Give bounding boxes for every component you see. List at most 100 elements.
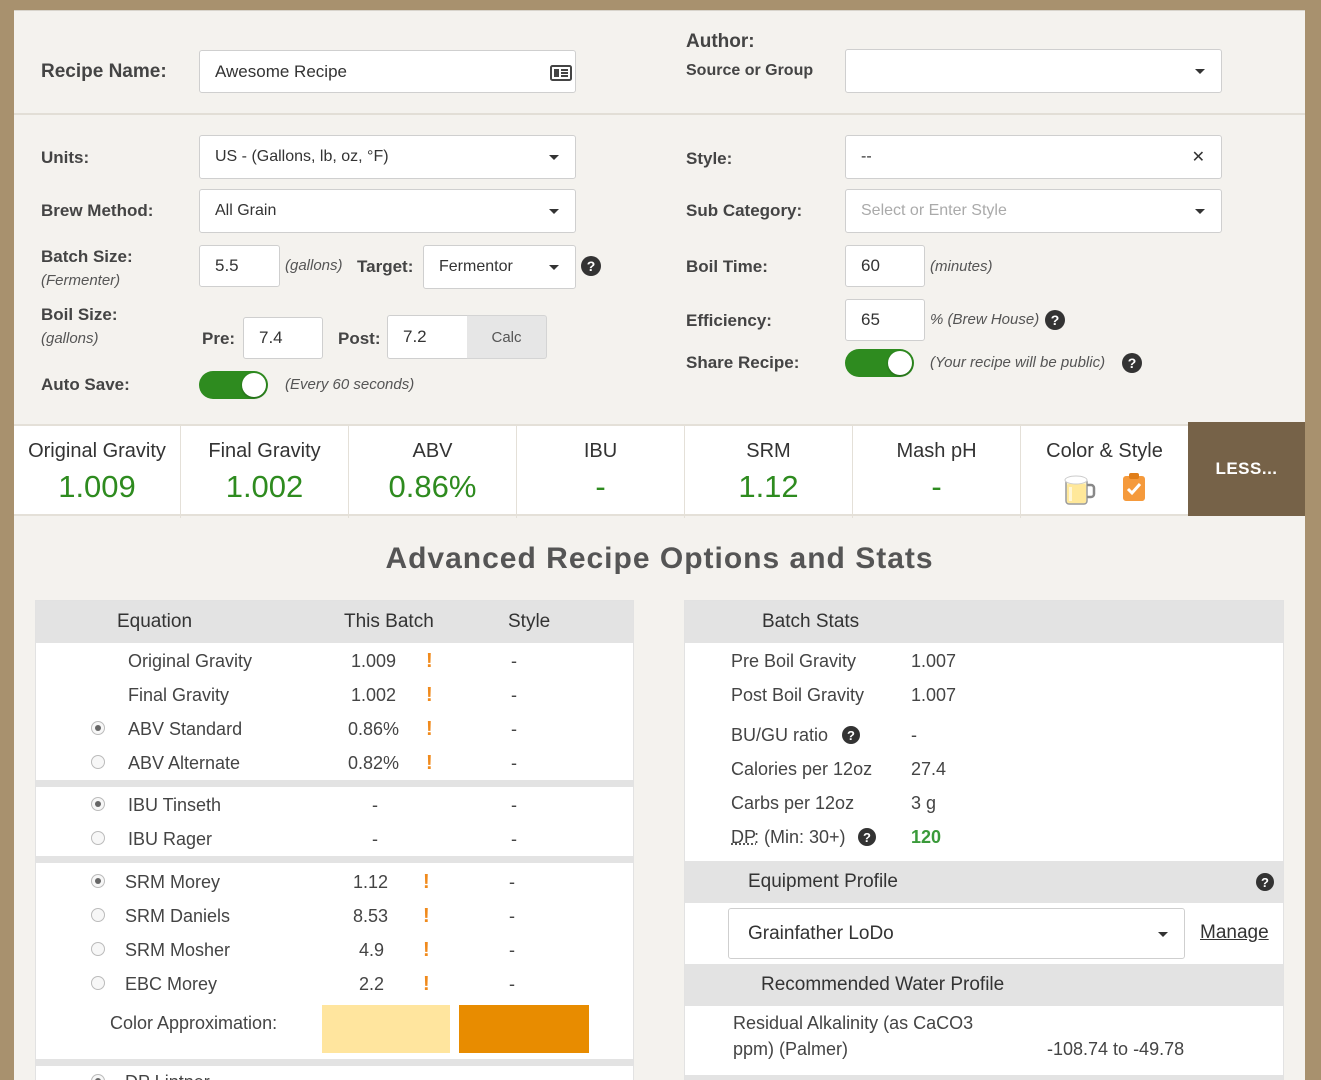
row-batch: 2.2 [359,974,384,995]
batch-size-value: 5.5 [215,256,239,276]
auto-save-toggle[interactable] [199,371,268,399]
row-batch: 1.002 [351,685,396,706]
auto-save-toggle-knob [242,373,266,397]
advanced-section-title: Advanced Recipe Options and Stats [14,542,1305,576]
color-swatch-ebc [459,1005,589,1053]
target-help-icon[interactable]: ? [581,256,601,276]
style-clipboard-icon[interactable] [1122,472,1146,502]
share-recipe-label: Share Recipe: [686,353,799,373]
equation-table-header: Equation This Batch Style [36,601,633,643]
bu-gu-help-icon[interactable]: ? [842,726,860,744]
table-row: Post Boil Gravity 1.007 [685,685,1283,715]
batch-size-unit: (gallons) [285,257,343,274]
row-name: EBC Morey [125,974,217,995]
row-batch: - [372,829,378,850]
batch-stats-header: Batch Stats [685,601,1283,643]
row-name: IBU Rager [128,829,212,850]
stats-bar: Original Gravity 1.009 Final Gravity 1.0… [14,424,1305,516]
row-value: 1.007 [911,651,956,672]
row-value: 27.4 [911,759,946,780]
units-select[interactable]: US - (Gallons, lb, oz, °F) [199,135,576,179]
brew-method-label: Brew Method: [41,201,153,221]
stat-title: Original Gravity [14,440,180,463]
ibu-tinseth-radio[interactable] [91,797,105,811]
boil-time-unit: (minutes) [930,258,993,275]
header-this-batch: This Batch [344,611,434,633]
row-value: 1.007 [911,685,956,706]
batch-size-input[interactable]: 5.5 [199,245,280,287]
stat-title: Color & Style [1021,440,1188,463]
beer-mug-icon [1063,474,1097,506]
efficiency-value: 65 [861,310,880,330]
target-select[interactable]: Fermentor [423,245,576,289]
water-profile-header: Recommended Water Profile [685,964,1283,1006]
manage-link[interactable]: Manage [1200,922,1269,944]
table-row: SRM Morey 1.12 ! - [36,872,633,902]
warning-icon: ! [426,684,433,707]
abv-alternate-radio[interactable] [91,755,105,769]
recipe-name-input[interactable]: Awesome Recipe [199,50,576,93]
equipment-profile-select[interactable]: Grainfather LoDo [728,908,1185,959]
abv-standard-radio[interactable] [91,721,105,735]
row-name: SRM Daniels [125,906,230,927]
efficiency-input[interactable]: 65 [845,299,925,341]
share-help-icon[interactable]: ? [1122,353,1142,373]
batch-size-sublabel: (Fermenter) [41,272,120,289]
author-select[interactable] [845,49,1222,93]
table-row: Carbs per 12oz 3 g [685,793,1283,823]
row-name: Original Gravity [128,651,252,672]
sub-category-label: Sub Category: [686,201,802,221]
share-recipe-toggle[interactable] [845,349,914,377]
boil-time-value: 60 [861,256,880,276]
brew-method-select[interactable]: All Grain [199,189,576,233]
sub-category-select[interactable]: Select or Enter Style [845,189,1222,233]
header-equation: Equation [117,611,192,633]
ebc-morey-radio[interactable] [91,976,105,990]
table-row: ABV Standard 0.86% ! - [36,719,633,749]
stat-title: SRM [685,440,852,463]
table-row: DP : (Min: 30+) ? 120 [685,827,1283,857]
equipment-help-icon[interactable]: ? [1256,873,1274,891]
row-batch: 0.82% [348,753,399,774]
top-border [14,10,1305,11]
dp-help-icon[interactable]: ? [858,828,876,846]
stat-value: - [517,469,684,505]
post-boil-input[interactable]: 7.2 [387,315,468,359]
style-select[interactable]: -- ✕ [845,135,1222,179]
srm-daniels-radio[interactable] [91,908,105,922]
ibu-rager-radio[interactable] [91,831,105,845]
boil-time-input[interactable]: 60 [845,245,925,287]
clear-style-icon[interactable]: ✕ [1192,147,1205,167]
warning-icon: ! [423,973,430,996]
stat-ibu: IBU - [517,426,685,518]
less-button[interactable]: LESS... [1188,422,1305,516]
warning-icon: ! [423,871,430,894]
stat-title: Final Gravity [181,440,348,463]
table-row-partial: DP Lintner [36,1070,633,1080]
table-row: Original Gravity 1.009 ! - [36,651,633,681]
residual-alkalinity-value: -108.74 to -49.78 [1047,1039,1184,1060]
auto-save-label: Auto Save: [41,375,130,395]
warning-icon: ! [426,752,433,775]
srm-morey-radio[interactable] [91,874,105,888]
row-style: - [509,974,515,995]
srm-mosher-radio[interactable] [91,942,105,956]
header-divider [14,113,1305,115]
stat-value: 0.86% [349,469,516,505]
calc-button[interactable]: Calc [467,315,547,359]
row-name: Pre Boil Gravity [731,651,856,672]
units-value: US - (Gallons, lb, oz, °F) [215,148,389,166]
row-name: SRM Morey [125,872,220,893]
dp-lintner-radio[interactable] [91,1074,105,1080]
row-name: BU/GU ratio [731,725,828,746]
header-style: Style [508,611,550,633]
units-label: Units: [41,148,89,168]
dp-abbr: DP [731,827,756,848]
efficiency-help-icon[interactable]: ? [1045,310,1065,330]
row-name: ABV Alternate [128,753,240,774]
warning-icon: ! [423,905,430,928]
pre-boil-input[interactable]: 7.4 [243,317,323,359]
table-row: ABV Alternate 0.82% ! - [36,753,633,783]
row-style: - [509,906,515,927]
table-row: BU/GU ratio ? - [685,725,1283,755]
